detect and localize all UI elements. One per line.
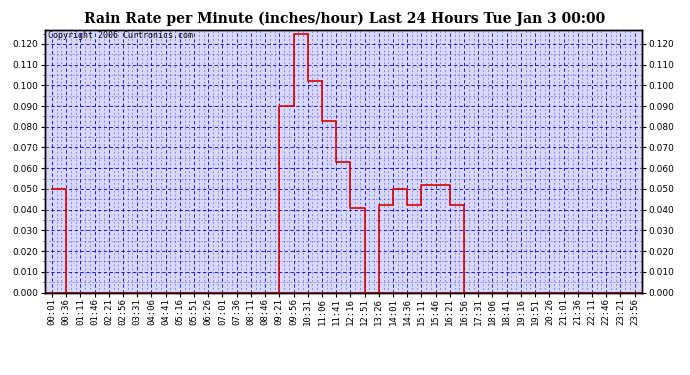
- Text: Rain Rate per Minute (inches/hour) Last 24 Hours Tue Jan 3 00:00: Rain Rate per Minute (inches/hour) Last …: [84, 11, 606, 26]
- Text: Copyright 2006 Curtronics.com: Copyright 2006 Curtronics.com: [48, 32, 193, 40]
